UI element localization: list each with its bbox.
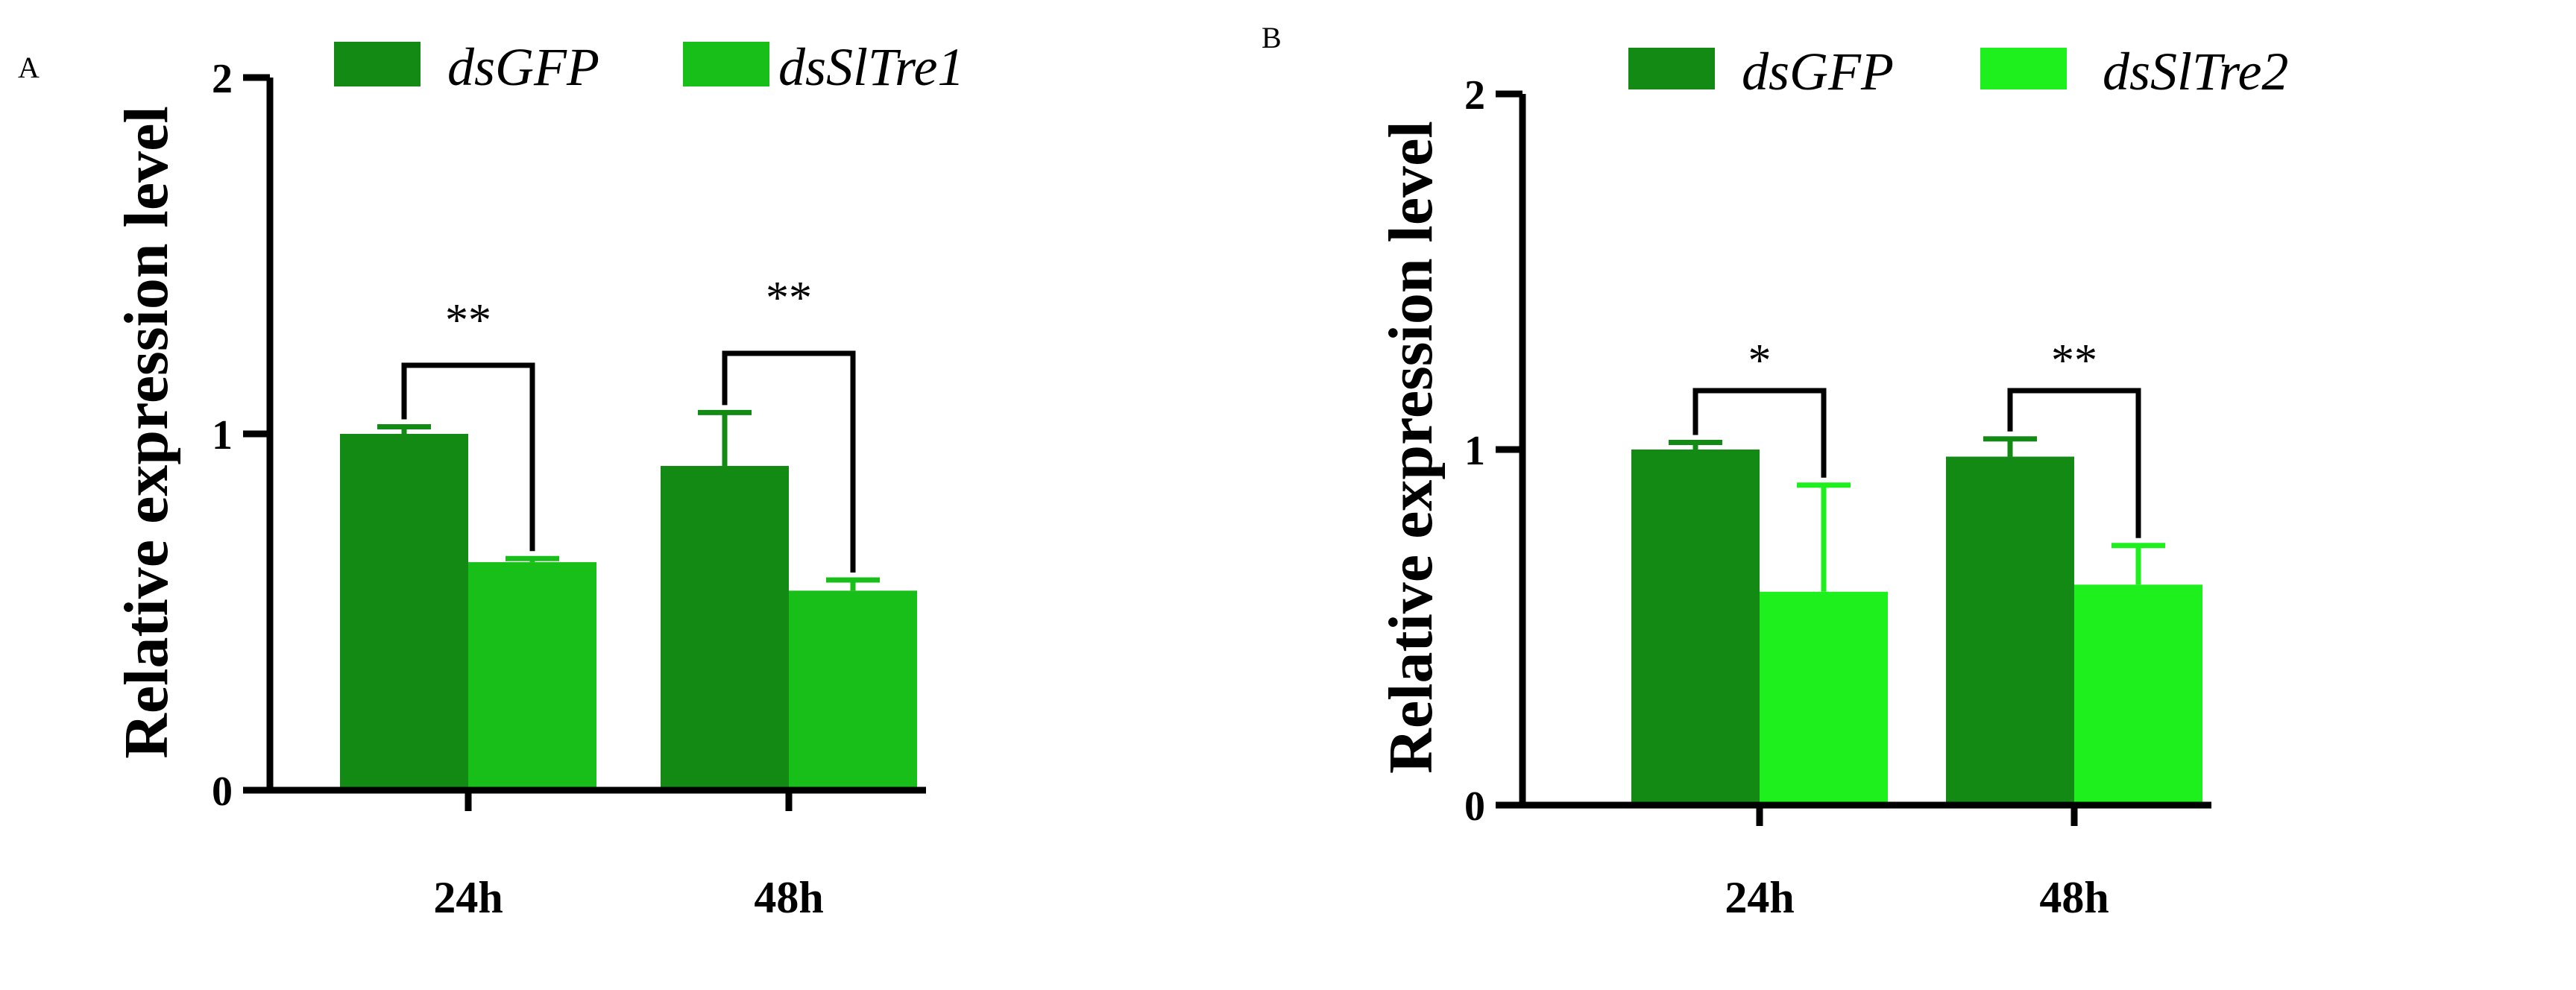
bar-dsGFP-48h [1946, 456, 2074, 805]
y-axis-title: Relative expression level [1376, 121, 1446, 774]
y-axis-title: Relative expression level [112, 106, 181, 759]
x-tick-label: 24h [1725, 873, 1794, 922]
y-tick-label: 2 [212, 56, 233, 102]
significance-bracket-24h [401, 362, 535, 552]
significance-label: ** [445, 295, 491, 346]
significance-label: ** [766, 273, 812, 324]
legend-label-dsGFP: dsGFP [1742, 42, 1894, 101]
legend-label-dsGFP: dsGFP [447, 37, 599, 97]
y-tick-label: 1 [212, 412, 233, 458]
panel-label: A [18, 51, 40, 84]
x-tick-label: 24h [433, 873, 503, 922]
bar-dsSlTre1-48h [789, 590, 917, 790]
legend-label-dsSlTre1: dsSlTre1 [778, 37, 964, 97]
legend-swatch-dsGFP [1628, 48, 1715, 89]
x-tick-label: 48h [754, 873, 823, 922]
bar-dsSlTre2-24h [1760, 591, 1888, 805]
y-tick-label: 0 [212, 769, 233, 815]
bar-dsGFP-24h [340, 434, 468, 790]
legend-swatch-dsSlTre2 [1980, 48, 2067, 89]
legend-label-dsSlTre2: dsSlTre2 [2103, 42, 2288, 101]
y-tick-label: 1 [1464, 428, 1485, 474]
bar-dsGFP-24h [1631, 450, 1760, 805]
bar-dsSlTre1-24h [468, 562, 596, 790]
significance-bracket-24h [1692, 388, 1827, 478]
bar-dsGFP-48h [661, 466, 789, 790]
legend-swatch-dsGFP [334, 42, 421, 86]
significance-bracket-48h [2007, 388, 2141, 538]
y-tick-label: 0 [1464, 784, 1485, 830]
bar-dsSlTre2-48h [2074, 584, 2202, 805]
significance-label: * [1748, 335, 1772, 386]
y-tick-label: 2 [1464, 72, 1485, 119]
x-tick-label: 48h [2039, 873, 2109, 922]
legend-swatch-dsSlTre1 [683, 42, 769, 86]
significance-label: ** [2051, 335, 2097, 386]
chart-panel-a: A 0 1 2 Relative expression level 24h 48h ** ** d… [18, 37, 964, 922]
significance-bracket-48h [722, 350, 856, 573]
panel-label: B [1262, 21, 1282, 54]
